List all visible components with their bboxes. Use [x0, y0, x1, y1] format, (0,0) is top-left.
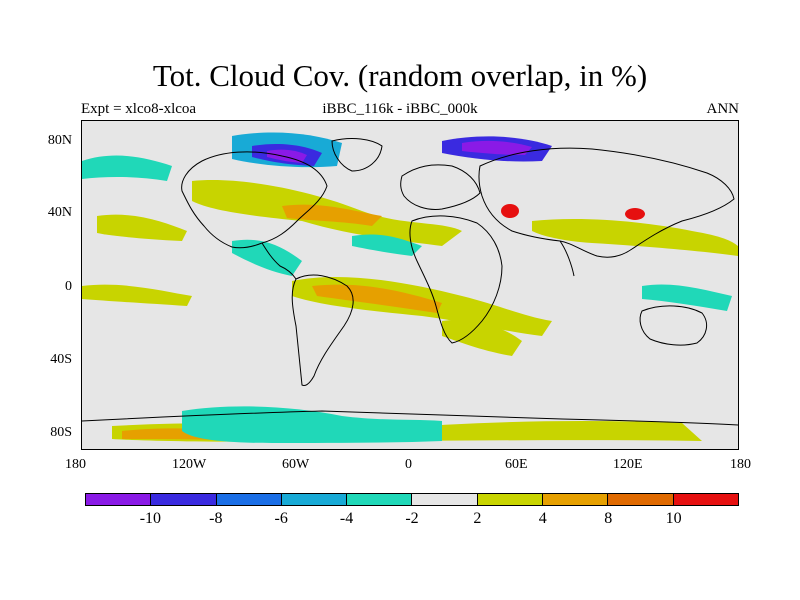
colorbar-segment: [543, 494, 609, 505]
colorbar-label: 2: [473, 510, 482, 527]
plot-title: Tot. Cloud Cov. (random overlap, in %): [152, 58, 648, 93]
comparison-label: iBBC_116k - iBBC_000k: [322, 101, 478, 117]
patch-cyan-indopac: [642, 284, 732, 311]
colorbar-segment: [347, 494, 413, 505]
x-tick-180w: 180: [65, 457, 86, 472]
coastlines: [82, 138, 738, 426]
coast-india: [559, 240, 575, 277]
map-canvas: [82, 132, 738, 443]
experiment-label: Expt = xlco8-xlcoa: [81, 101, 197, 117]
y-tick-40n: 40N: [47, 205, 72, 220]
colorbar-segment: [151, 494, 217, 505]
colorbar-label: 8: [604, 510, 613, 527]
coast-antarctica: [82, 410, 738, 426]
colorbar-segment: [412, 494, 478, 505]
colorbar-segment: [608, 494, 674, 505]
colorbar-segment: [281, 494, 348, 505]
patch-cyan-caribbean: [232, 239, 302, 276]
anomaly-patches: [82, 132, 738, 443]
patch-cyan-atlantic: [352, 234, 422, 256]
patch-africa-south: [442, 319, 522, 356]
season-label: ANN: [706, 101, 740, 117]
patch-violet-siberia: [462, 140, 532, 155]
x-tick-0: 0: [405, 457, 412, 472]
colorbar-label: 10: [665, 510, 682, 527]
y-tick-80s: 80S: [50, 425, 72, 440]
patch-asia-central: [532, 219, 738, 256]
colorbar-label: -4: [339, 510, 354, 527]
colorbar-segment: [673, 494, 738, 505]
coast-south-america: [291, 274, 354, 386]
coast-australia: [639, 305, 708, 346]
y-tick-40s: 40S: [50, 352, 72, 367]
coast-africa: [409, 215, 503, 344]
colorbar-label: -2: [405, 510, 419, 527]
x-tick-120w: 120W: [172, 457, 207, 472]
colorbar-label: -6: [274, 510, 288, 527]
patch-pacific-north: [97, 214, 187, 241]
y-tick-80n: 80N: [47, 133, 72, 148]
x-tick-60w: 60W: [282, 457, 310, 472]
patch-nh-atlantic-orange: [282, 204, 382, 226]
colorbar-label: 4: [538, 510, 547, 527]
x-tick-60e: 60E: [505, 457, 528, 472]
y-tick-0: 0: [65, 279, 72, 294]
patch-cyan-npac: [82, 155, 172, 181]
hotspot-east-asia: [625, 208, 645, 220]
patch-tropics-orange: [312, 284, 442, 313]
colorbar-label: -10: [139, 510, 162, 527]
colorbar-segment: [86, 494, 152, 505]
coast-central-america: [261, 242, 297, 280]
colorbar: [85, 493, 739, 506]
x-tick-120e: 120E: [613, 457, 643, 472]
patch-cyan-antarctic: [182, 406, 442, 443]
colorbar-segment: [216, 494, 282, 505]
colorbar-label: -8: [209, 510, 223, 527]
x-tick-180e: 180: [730, 457, 751, 472]
map-panel: [81, 120, 739, 450]
coast-greenland: [331, 138, 383, 172]
hotspot-central-asia: [501, 204, 519, 218]
coast-europe: [400, 164, 481, 210]
coast-asia: [478, 147, 735, 258]
colorbar-segment: [477, 494, 544, 505]
patch-eq-pacific: [82, 284, 192, 306]
